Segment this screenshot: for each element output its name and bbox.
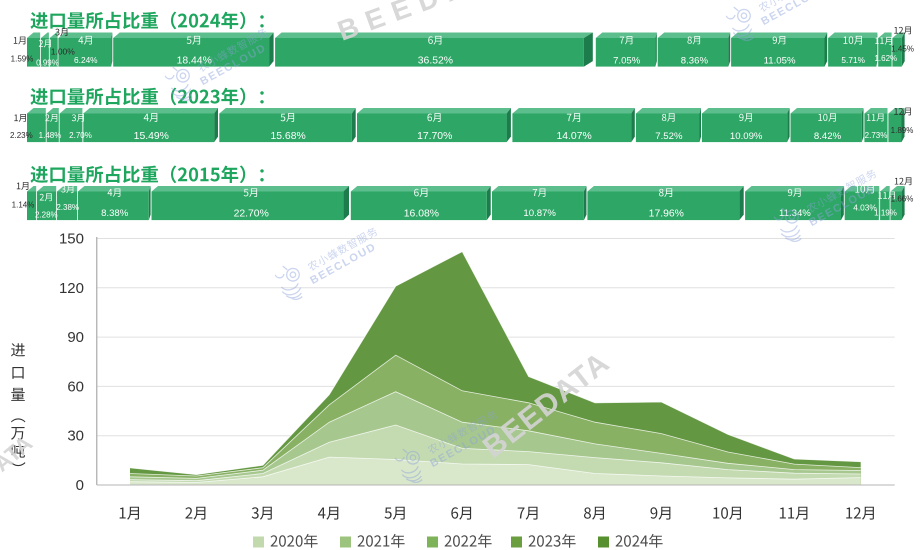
svg-text:120: 120 [59, 280, 84, 297]
svg-text:10.09%: 10.09% [730, 131, 763, 142]
svg-text:1.19%: 1.19% [874, 209, 897, 218]
svg-text:1.89%: 1.89% [891, 126, 914, 135]
svg-text:2.23%: 2.23% [10, 131, 33, 140]
svg-text:6.24%: 6.24% [74, 55, 98, 65]
svg-text:1.62%: 1.62% [874, 54, 897, 63]
svg-text:18.44%: 18.44% [177, 56, 212, 67]
svg-text:15.49%: 15.49% [134, 131, 169, 142]
svg-text:1.00%: 1.00% [51, 47, 76, 57]
svg-text:30: 30 [67, 428, 84, 445]
svg-text:4.03%: 4.03% [853, 203, 877, 213]
svg-text:11.34%: 11.34% [779, 208, 811, 219]
svg-text:1.48%: 1.48% [39, 131, 62, 140]
svg-text:17.70%: 17.70% [417, 131, 452, 142]
svg-text:2.38%: 2.38% [56, 203, 79, 212]
svg-text:8.38%: 8.38% [101, 208, 129, 219]
svg-text:16.08%: 16.08% [404, 208, 439, 219]
svg-text:8.36%: 8.36% [681, 55, 709, 66]
svg-text:17.96%: 17.96% [649, 208, 684, 219]
svg-text:2.73%: 2.73% [865, 131, 888, 140]
svg-text:90: 90 [67, 329, 84, 346]
svg-text:0.99%: 0.99% [36, 59, 59, 68]
svg-text:2.28%: 2.28% [35, 211, 58, 220]
svg-text:10.87%: 10.87% [523, 208, 556, 219]
svg-text:14.07%: 14.07% [556, 131, 591, 142]
svg-text:1.45%: 1.45% [891, 45, 914, 54]
svg-text:22.70%: 22.70% [234, 208, 269, 219]
svg-text:15.68%: 15.68% [270, 131, 305, 142]
svg-text:150: 150 [59, 231, 84, 248]
svg-text:5.71%: 5.71% [841, 55, 865, 65]
svg-text:36.52%: 36.52% [418, 56, 453, 67]
svg-text:7.05%: 7.05% [613, 55, 641, 66]
svg-text:1.14%: 1.14% [12, 201, 35, 210]
svg-text:60: 60 [67, 378, 84, 395]
svg-text:1.59%: 1.59% [11, 54, 34, 63]
svg-text:1.66%: 1.66% [891, 194, 914, 203]
svg-text:8.42%: 8.42% [814, 131, 842, 142]
svg-text:2.70%: 2.70% [69, 131, 92, 140]
svg-text:11.05%: 11.05% [764, 55, 796, 66]
svg-text:7.52%: 7.52% [655, 131, 683, 142]
svg-text:0: 0 [76, 477, 84, 494]
